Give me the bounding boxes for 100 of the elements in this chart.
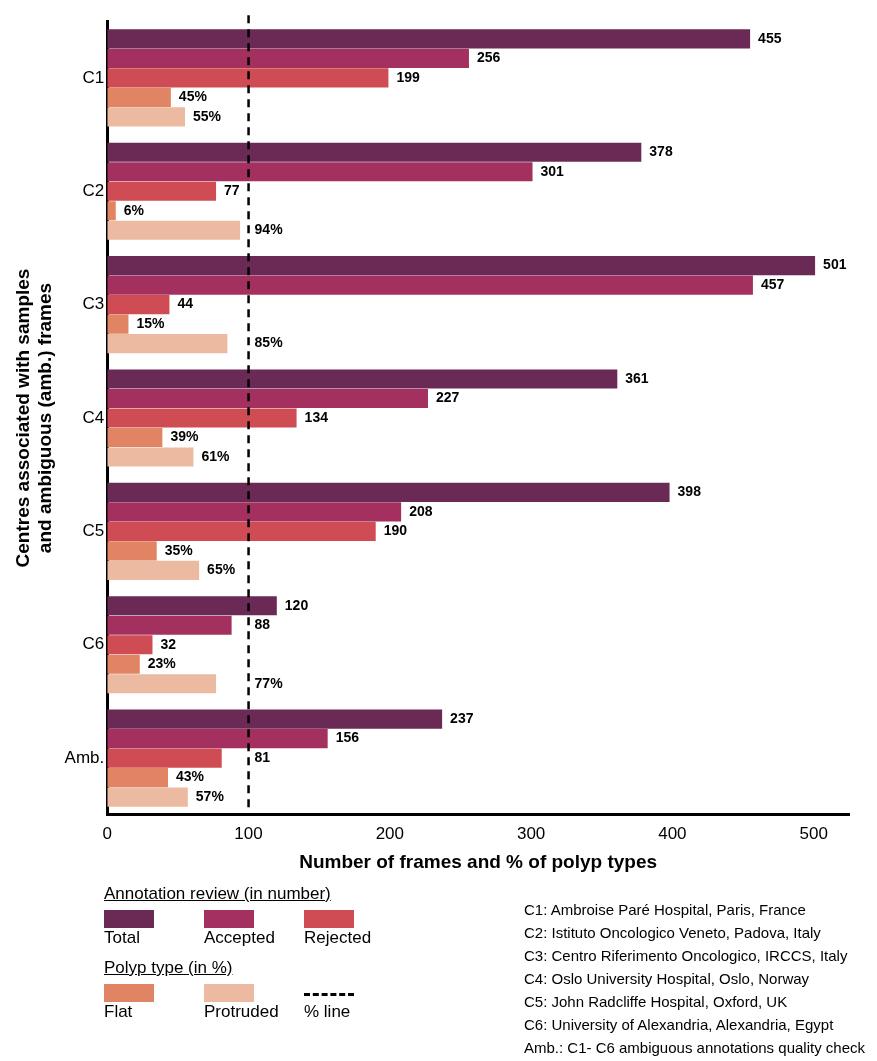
bar (107, 256, 816, 276)
bar (107, 654, 140, 674)
text: C4: Oslo University Hospital, Oslo, Norway (523, 969, 811, 989)
text: C2: Istituto Oncologico Veneto, Padova, Italy (523, 923, 822, 943)
data-label: 85% (254, 334, 284, 351)
bar (107, 29, 751, 49)
bar (107, 275, 753, 295)
x-tick-label: 500 (799, 823, 828, 843)
bar (107, 48, 469, 68)
bar (107, 768, 169, 788)
bar (107, 87, 171, 107)
data-label: 208 (409, 502, 433, 519)
x-tick-label: 400 (658, 823, 687, 843)
bar (107, 369, 618, 389)
legend-label: Protruded (204, 1002, 279, 1022)
data-label: 65% (207, 561, 236, 578)
text: Amb.: C1- C6 ambiguous annotations quality check (523, 1038, 865, 1058)
text: C3: Centro Riferimento Oncologico, IRCCS, Italy (523, 946, 849, 966)
bar (107, 709, 443, 729)
text: C6: University of Alexandria, Alexandria, Egypt (523, 1015, 835, 1035)
data-label: 43% (176, 768, 205, 785)
legend-label: Rejected (304, 928, 372, 948)
bar (107, 68, 389, 88)
bar (107, 502, 402, 522)
bar (107, 541, 157, 561)
data-label: 23% (147, 655, 177, 672)
x-tick-label: 200 (375, 823, 405, 843)
bar (107, 748, 222, 768)
bar (107, 201, 116, 221)
data-label: 77 (224, 182, 240, 199)
legend-label: Accepted (204, 928, 275, 948)
data-label: 45% (178, 88, 208, 105)
y-tick-label: C6 (82, 634, 105, 654)
data-label: 94% (254, 221, 284, 238)
data-label: 378 (649, 143, 673, 160)
data-label: 55% (192, 107, 222, 124)
data-label: 120 (284, 596, 309, 613)
bar (107, 314, 129, 334)
data-label: 501 (823, 256, 847, 273)
y-tick-label: Amb. (64, 747, 105, 767)
bar (107, 560, 200, 580)
data-label: 199 (396, 68, 420, 85)
data-label: 455 (758, 29, 782, 46)
bar (107, 729, 328, 749)
data-label: 81 (254, 748, 271, 765)
bar (107, 674, 217, 694)
y-tick-label: C3 (82, 294, 105, 314)
bar (107, 220, 241, 240)
legend-label: Flat (104, 1002, 133, 1022)
data-label: 457 (760, 275, 785, 292)
x-tick-label: 300 (516, 823, 546, 843)
data-label: 44 (177, 295, 194, 312)
x-tick-label: 100 (234, 823, 263, 843)
data-label: 361 (625, 369, 649, 386)
bar (107, 162, 533, 182)
data-label: 134 (304, 408, 329, 425)
bar (107, 107, 185, 127)
data-label: 256 (476, 49, 501, 66)
bar (107, 427, 163, 448)
data-label: 32 (160, 635, 177, 652)
bar (107, 447, 194, 467)
data-label: 15% (136, 314, 166, 331)
text: C1: Ambroise Paré Hospital, Paris, France (523, 900, 807, 920)
bar (107, 521, 376, 541)
bar (107, 596, 277, 616)
bar (107, 388, 428, 409)
legend-label: % line (304, 1002, 351, 1022)
text: C5: John Radcliffe Hospital, Oxford, UK (523, 992, 789, 1012)
bar (107, 295, 170, 315)
text: Annotation review (in number) (104, 884, 332, 904)
bar (107, 482, 670, 502)
bar (107, 142, 642, 162)
x-tick-label: 0 (102, 823, 113, 843)
text: Polyp type (in %) (104, 958, 234, 978)
data-label: 237 (450, 709, 474, 726)
y-tick-label: C4 (82, 407, 105, 427)
bar (107, 334, 228, 354)
data-label: 39% (170, 428, 199, 445)
data-label: 61% (201, 447, 231, 464)
data-label: 35% (164, 541, 194, 558)
x-axis-title: Number of frames and % of polyp types (299, 850, 658, 872)
data-label: 398 (677, 483, 702, 500)
data-label: 190 (383, 522, 408, 539)
y-tick-label: C5 (82, 521, 105, 541)
bar (107, 408, 297, 428)
bar (107, 787, 188, 807)
data-label: 57% (195, 787, 225, 804)
y-tick-label: C1 (82, 67, 105, 87)
bar (107, 615, 232, 635)
data-label: 88 (254, 616, 271, 633)
y-axis-title: Centres associated with samples and ambiguous (amb.) frames (11, 268, 56, 568)
data-label: 6% (123, 201, 145, 218)
bar (107, 635, 153, 655)
legend-label: Total (104, 928, 140, 948)
data-label: 227 (435, 389, 460, 406)
data-label: 156 (335, 729, 360, 746)
bar (107, 181, 217, 201)
y-tick-label: C2 (82, 180, 105, 200)
data-label: 77% (254, 674, 284, 691)
data-label: 301 (540, 162, 565, 179)
